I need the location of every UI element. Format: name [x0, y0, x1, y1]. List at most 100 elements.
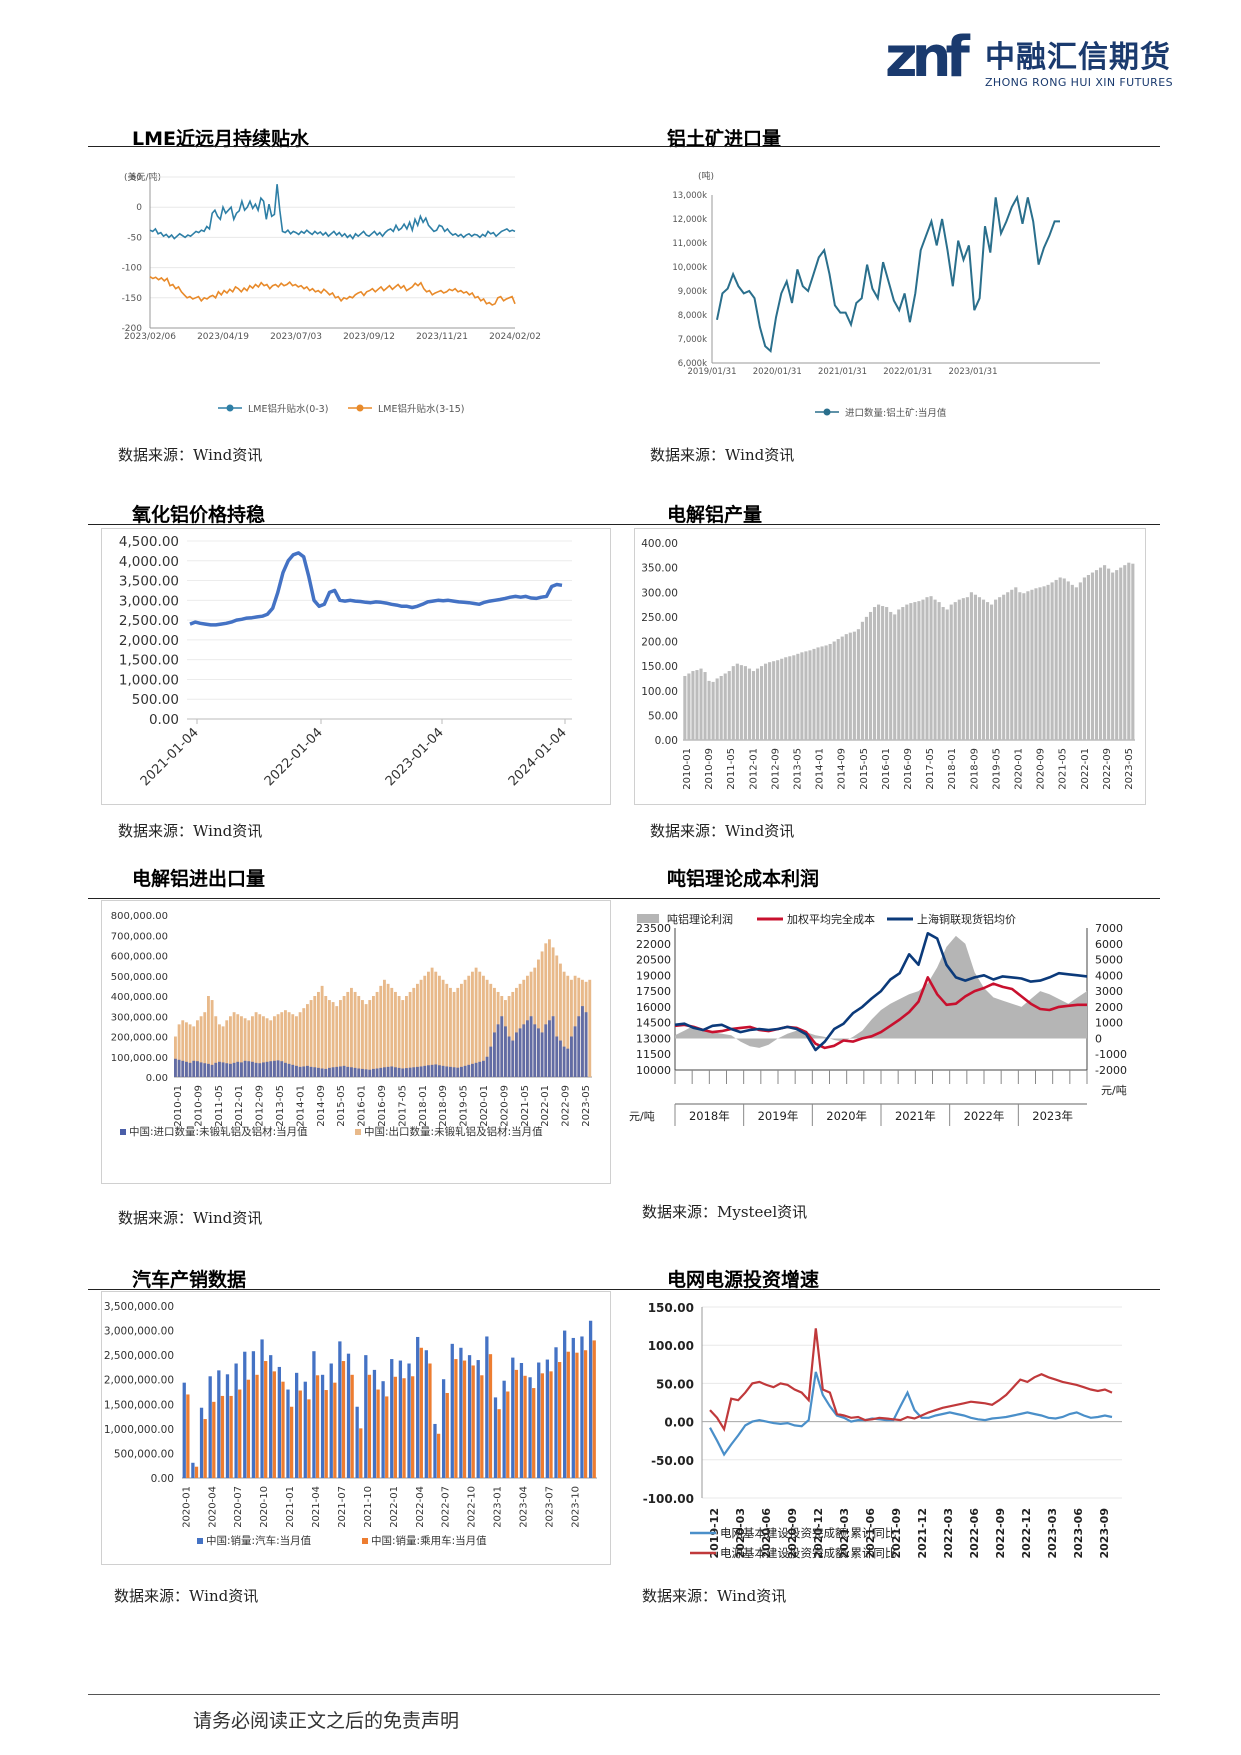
tick-label-y: 600,000.00 [111, 952, 168, 963]
bar-import [496, 1024, 500, 1077]
bar-export [511, 991, 515, 1077]
bar-0 [243, 1351, 247, 1478]
bar-export [320, 985, 324, 1077]
logo-chinese-name: 中融汇信期货 [985, 40, 1171, 75]
bar [1002, 594, 1006, 740]
bar-0 [277, 1366, 281, 1478]
bar [764, 663, 768, 740]
bar-import [214, 1062, 218, 1077]
bar-export [236, 1014, 240, 1077]
bar-import [196, 1061, 199, 1077]
legend-label: 电网基本建设投资完成额:累计同比 [720, 1526, 896, 1540]
bar [1070, 584, 1074, 740]
bar-export [291, 1014, 295, 1077]
bar-1 [307, 1399, 311, 1478]
legend-label: 进口数量:铝土矿:当月值 [845, 407, 947, 419]
bar-export [313, 996, 317, 1077]
bar-export [372, 996, 375, 1077]
tick-label-x: 2013-05 [275, 1085, 286, 1127]
bar-export [302, 1008, 306, 1077]
bar [957, 599, 961, 740]
bar-import [280, 1061, 284, 1077]
bar-import [181, 1060, 185, 1077]
bar-import [258, 1063, 262, 1077]
bar [856, 629, 860, 740]
tick-label-x: 2020-06 [760, 1508, 773, 1559]
tick-label-x: 2016-01 [881, 748, 892, 790]
bar-export [361, 1000, 364, 1077]
series-line-0 [189, 551, 563, 627]
bar-1 [341, 1361, 346, 1478]
bar-export [460, 983, 463, 1077]
bar-export [174, 1036, 177, 1077]
bar [1062, 578, 1066, 740]
bar-import [174, 1058, 177, 1077]
bar-0 [364, 1355, 368, 1478]
bar-import [544, 1024, 548, 1077]
tick-label-y: 150.00 [648, 1301, 694, 1315]
bar-0 [519, 1363, 524, 1478]
bar [897, 609, 901, 740]
tick-label-x: 2020-03 [734, 1508, 747, 1559]
bar [800, 652, 804, 740]
bar-1 [367, 1374, 372, 1478]
bar [1030, 589, 1034, 740]
bar [848, 632, 852, 740]
bar-import [291, 1064, 295, 1077]
bar-import [562, 1046, 566, 1077]
bar-import [500, 1016, 504, 1077]
tick-label-x: 2012-09 [255, 1085, 266, 1127]
bar [719, 675, 723, 740]
tick-label-y: 100.00 [641, 686, 678, 698]
series-line-1 [709, 1328, 1113, 1433]
tick-label-y: 3,000,000.00 [104, 1326, 174, 1338]
bar-import [559, 1040, 562, 1077]
bar [949, 604, 953, 740]
bar [1127, 562, 1131, 740]
bar-1 [514, 1369, 519, 1478]
section-rule [627, 1289, 1160, 1290]
tick-label-y: 200,000.00 [111, 1033, 168, 1044]
tick-label-y: 100.00 [648, 1339, 694, 1353]
bar-export [383, 979, 386, 1077]
tick-label-x: 2022-10 [467, 1486, 478, 1528]
tick-label-y: -100 [122, 264, 143, 274]
bar-0 [485, 1336, 489, 1478]
bar [1123, 565, 1127, 740]
bar-1 [480, 1375, 484, 1478]
tick-label-y-right: 3000 [1095, 985, 1123, 998]
bar-export [390, 987, 394, 1077]
bar-0 [320, 1374, 325, 1478]
tick-label-x: 2021-07 [337, 1486, 348, 1528]
bar-import [295, 1065, 298, 1077]
bar [1115, 570, 1119, 740]
bar-import [416, 1066, 419, 1077]
tick-label-x: 2022-04 [415, 1486, 426, 1528]
legend-swatch [120, 1129, 126, 1135]
tick-label-x: 2023/11/21 [416, 332, 468, 342]
bar-0 [493, 1397, 498, 1478]
bar [792, 655, 796, 740]
bar [1006, 592, 1010, 740]
tick-label-y: 2,500,000.00 [104, 1350, 174, 1362]
bar-0 [294, 1372, 299, 1478]
bar-import [434, 1064, 438, 1077]
bar-export [295, 1016, 298, 1077]
section-rule [88, 898, 628, 899]
bar-export [544, 943, 548, 1077]
bar-import [555, 1036, 559, 1077]
bar [998, 597, 1002, 740]
bar-1 [540, 1373, 544, 1478]
series-line-0 [149, 184, 516, 241]
tick-label-x: 2023-09 [1098, 1508, 1111, 1559]
company-logo: znf 中融汇信期货 ZHONG RONG HUI XIN FUTURES [885, 28, 1175, 98]
section-title-grid: 电网电源投资增速 [667, 1269, 820, 1291]
bar [844, 634, 848, 740]
bar-1 [497, 1409, 501, 1478]
tick-label-x: 2022-07 [441, 1486, 452, 1528]
tick-label-x: 2022-01 [389, 1486, 400, 1528]
bar [917, 601, 921, 740]
tick-label-x: 2021-05 [520, 1085, 531, 1127]
bar [1082, 577, 1086, 740]
tick-label-x: 2020-10 [259, 1486, 270, 1528]
